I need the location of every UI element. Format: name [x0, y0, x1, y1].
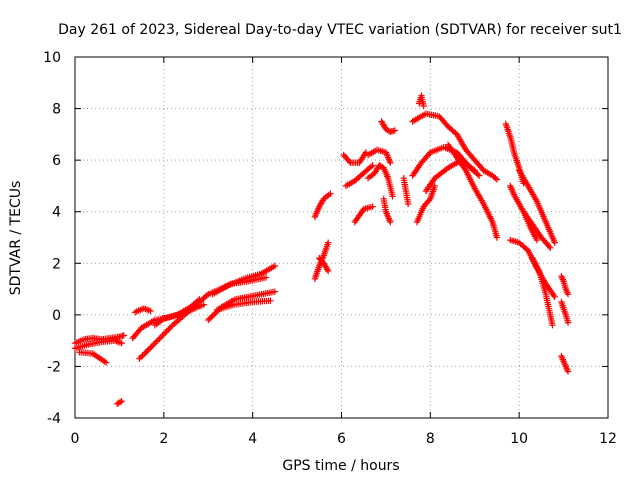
series-track-d [114, 398, 125, 407]
series-markers [444, 141, 501, 241]
x-axis-label: GPS time / hours [282, 458, 399, 474]
series-track-ag [529, 254, 556, 329]
series-track-b [71, 337, 125, 352]
series-track-u [380, 195, 394, 226]
series-track-r [364, 162, 396, 200]
series-markers [213, 297, 274, 313]
y-tick-label: 8 [52, 102, 61, 118]
y-tick-label: -2 [47, 359, 61, 375]
series-markers [516, 167, 558, 246]
data-layer [71, 92, 572, 407]
series-markers [364, 162, 396, 200]
series-markers [364, 146, 394, 166]
series-track-ae [516, 167, 558, 246]
series-track-ah [520, 208, 541, 244]
series-track-ak [558, 352, 572, 375]
series-track-s [364, 146, 394, 166]
series-markers [413, 182, 438, 226]
series-track-h [151, 296, 203, 329]
chart-title: Day 261 of 2023, Sidereal Day-to-day VTE… [58, 22, 622, 38]
x-tick-label: 8 [426, 431, 435, 447]
series-markers [409, 110, 501, 183]
series-markers [529, 254, 556, 329]
series-track-n [311, 190, 334, 221]
series-track-f [129, 301, 208, 342]
y-tick-label: 0 [52, 308, 61, 324]
series-markers [409, 144, 483, 179]
series-track-q [351, 203, 376, 226]
grid-layer [75, 57, 608, 418]
y-tick-label: 10 [43, 50, 61, 66]
series-markers [340, 149, 370, 166]
series-markers [380, 195, 394, 226]
series-markers [136, 262, 279, 362]
series-markers [558, 352, 572, 375]
tick-labels: 0 2 4 6 8 10 12 -4 -2 0 2 4 6 8 10 [43, 50, 617, 447]
series-markers [342, 162, 376, 190]
series-track-y [409, 110, 501, 183]
series-markers [520, 208, 541, 244]
y-tick-label: 4 [52, 205, 61, 221]
y-tick-label: 2 [52, 256, 61, 272]
series-track-j [209, 274, 270, 298]
y-tick-label: 6 [52, 153, 61, 169]
series-track-ai [558, 273, 572, 298]
series-track-m [316, 254, 332, 275]
series-markers [558, 298, 572, 326]
series-track-g [131, 305, 154, 316]
series-markers [114, 398, 125, 407]
series-markers [378, 118, 398, 135]
x-tick-label: 0 [71, 431, 80, 447]
series-track-ab [444, 141, 501, 241]
series-markers [400, 175, 412, 208]
series-track-t [378, 118, 398, 135]
series-markers [209, 274, 270, 298]
series-markers [71, 337, 125, 352]
series-track-e [136, 262, 279, 362]
series-markers [316, 254, 332, 275]
x-tick-label: 12 [599, 431, 617, 447]
series-markers [558, 273, 572, 298]
series-track-w [413, 182, 438, 226]
y-tick-label: -4 [47, 411, 61, 427]
series-track-c [76, 349, 110, 366]
series-track-o [340, 149, 370, 166]
x-tick-label: 2 [159, 431, 168, 447]
series-markers [131, 305, 154, 316]
series-markers [351, 203, 376, 226]
series-markers [76, 349, 110, 366]
series-track-p [342, 162, 376, 190]
series-track-k [213, 297, 274, 313]
series-markers [416, 92, 427, 110]
series-track-z [409, 144, 483, 179]
series-markers [129, 301, 208, 342]
series-track-v [400, 175, 412, 208]
series-track-aj [558, 298, 572, 326]
x-tick-label: 6 [337, 431, 346, 447]
plot-frame [74, 56, 609, 419]
series-markers [151, 296, 203, 329]
y-axis-label: SDTVAR / TECUs [8, 181, 24, 296]
series-track-x [416, 92, 427, 110]
x-tick-label: 4 [248, 431, 257, 447]
series-markers [311, 190, 334, 221]
x-tick-label: 10 [510, 431, 528, 447]
